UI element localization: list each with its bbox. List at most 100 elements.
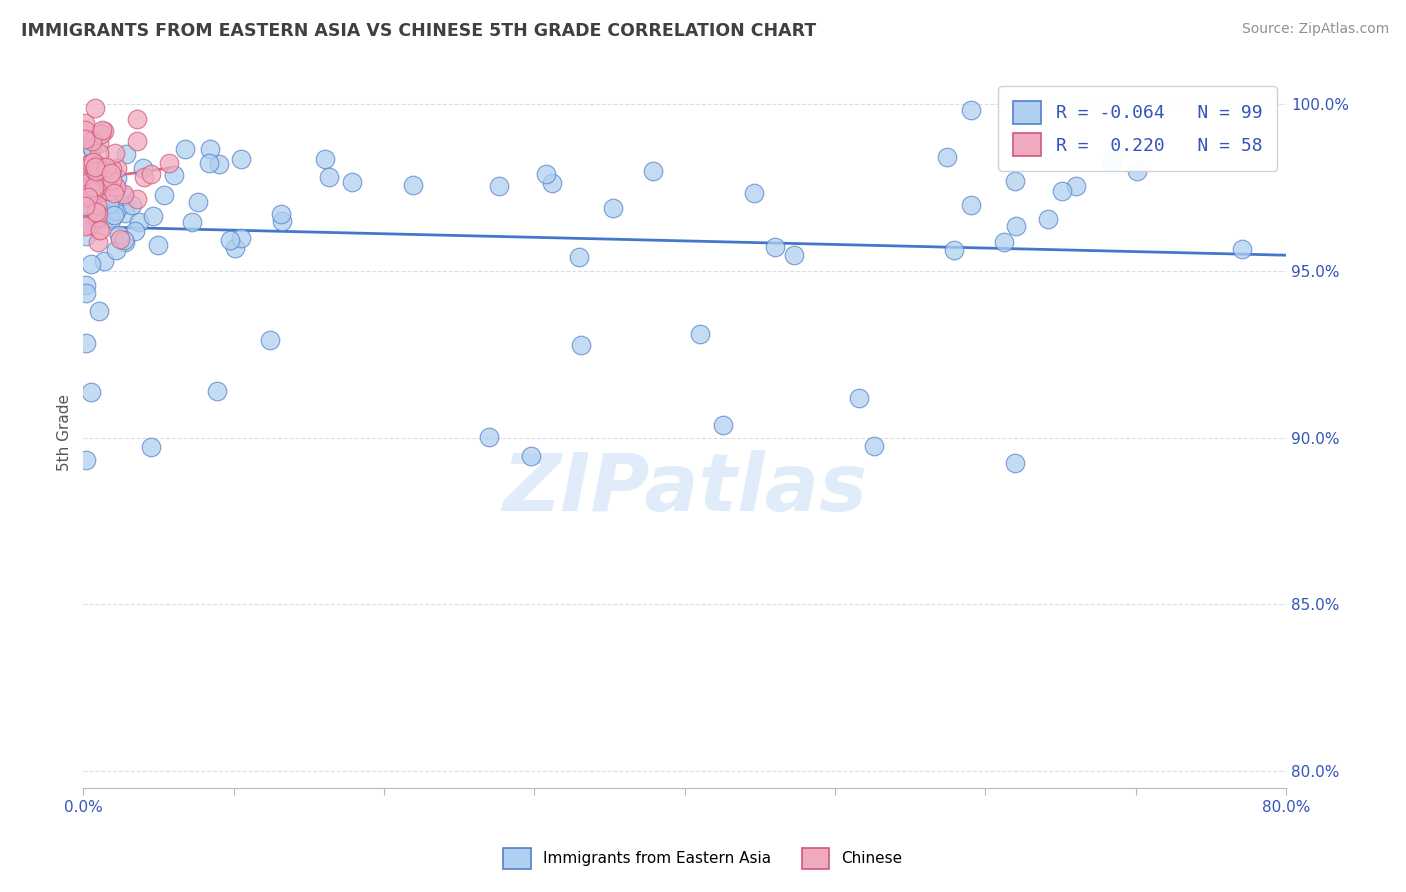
Point xyxy=(943,243,966,257)
Point xyxy=(540,177,562,191)
Point xyxy=(87,223,110,237)
Point xyxy=(105,244,128,258)
Point xyxy=(96,173,118,187)
Point xyxy=(82,154,104,169)
Point xyxy=(848,391,870,405)
Point xyxy=(80,141,103,155)
Point xyxy=(198,156,221,170)
Point xyxy=(91,123,114,137)
Point xyxy=(97,184,120,198)
Point xyxy=(90,185,112,199)
Point xyxy=(79,181,101,195)
Point xyxy=(80,257,103,271)
Point xyxy=(103,186,125,200)
Point xyxy=(84,205,107,219)
Point xyxy=(1050,184,1073,198)
Point xyxy=(208,156,231,170)
Point xyxy=(86,235,108,249)
Point xyxy=(84,101,107,115)
Point xyxy=(157,156,180,170)
Point xyxy=(97,208,120,222)
Point xyxy=(1004,174,1026,188)
Point xyxy=(114,235,136,250)
Point xyxy=(73,219,96,234)
Text: ZIPatlas: ZIPatlas xyxy=(502,450,868,528)
Point xyxy=(180,215,202,229)
Point xyxy=(568,250,591,264)
Point xyxy=(1230,242,1253,256)
Point xyxy=(259,333,281,347)
Point xyxy=(219,233,242,247)
Point xyxy=(77,214,100,228)
Point xyxy=(173,142,195,156)
Point xyxy=(488,179,510,194)
Point xyxy=(82,161,104,175)
Point xyxy=(89,164,111,178)
Point xyxy=(75,228,97,243)
Point xyxy=(1064,179,1087,194)
Point xyxy=(73,123,96,137)
Point xyxy=(1004,457,1026,471)
Point xyxy=(1101,153,1123,168)
Point xyxy=(82,190,104,204)
Point xyxy=(97,178,120,193)
Point xyxy=(108,228,131,243)
Point xyxy=(98,197,121,211)
Point xyxy=(936,150,959,164)
Point xyxy=(993,235,1015,249)
Point xyxy=(402,178,425,192)
Point xyxy=(114,196,136,211)
Point xyxy=(77,219,100,233)
Point xyxy=(75,198,97,212)
Point xyxy=(94,160,117,174)
Point xyxy=(689,327,711,342)
Point xyxy=(1126,164,1149,178)
Point xyxy=(100,213,122,227)
Point xyxy=(187,195,209,210)
Point xyxy=(79,155,101,169)
Point xyxy=(121,198,143,212)
Point xyxy=(132,170,155,185)
Point xyxy=(76,217,98,231)
Point xyxy=(318,169,340,184)
Point xyxy=(711,417,734,432)
Point xyxy=(87,136,110,150)
Point xyxy=(77,157,100,171)
Point xyxy=(87,212,110,227)
Point xyxy=(139,168,162,182)
Point xyxy=(224,241,246,255)
Legend: R = -0.064   N = 99, R =  0.220   N = 58: R = -0.064 N = 99, R = 0.220 N = 58 xyxy=(998,87,1277,170)
Point xyxy=(198,142,221,156)
Point xyxy=(103,208,125,222)
Point xyxy=(101,162,124,177)
Point xyxy=(76,186,98,201)
Point xyxy=(569,337,592,351)
Point xyxy=(783,248,806,262)
Point xyxy=(86,184,108,198)
Point xyxy=(75,286,97,301)
Point xyxy=(93,254,115,268)
Point xyxy=(80,135,103,149)
Point xyxy=(82,166,104,180)
Point xyxy=(229,230,252,244)
Point xyxy=(131,161,153,176)
Point xyxy=(89,167,111,181)
Point xyxy=(77,175,100,189)
Point xyxy=(602,201,624,215)
Point xyxy=(83,180,105,194)
Point xyxy=(83,185,105,199)
Point xyxy=(231,152,253,166)
Point xyxy=(163,168,186,182)
Point xyxy=(125,134,148,148)
Point xyxy=(75,453,97,467)
Legend: Immigrants from Eastern Asia, Chinese: Immigrants from Eastern Asia, Chinese xyxy=(498,841,908,875)
Point xyxy=(89,210,111,224)
Point xyxy=(115,146,138,161)
Point xyxy=(153,187,176,202)
Point xyxy=(93,123,115,137)
Point xyxy=(73,199,96,213)
Point xyxy=(84,173,107,187)
Point xyxy=(142,210,165,224)
Text: Source: ZipAtlas.com: Source: ZipAtlas.com xyxy=(1241,22,1389,37)
Point xyxy=(80,385,103,400)
